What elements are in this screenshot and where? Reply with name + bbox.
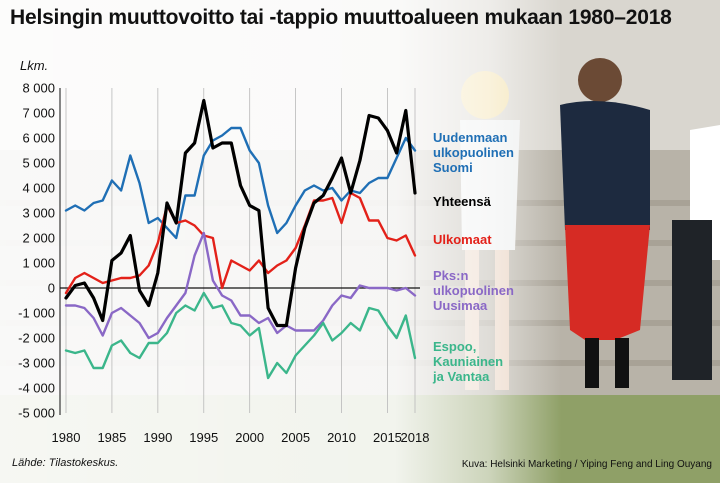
series-line-0 (64, 126, 417, 240)
x-tick-label: 1990 (143, 430, 172, 445)
y-tick-label: 6 000 (22, 131, 55, 146)
series-line-1 (64, 98, 417, 328)
series-label: Suomi (433, 160, 473, 175)
series-labels: UudenmaanulkopuolinenSuomiYhteensäUlkoma… (432, 130, 514, 384)
x-tick-label: 1985 (97, 430, 126, 445)
series-label: ja Vantaa (432, 369, 490, 384)
y-tick-label: 5 000 (22, 156, 55, 171)
y-tick-label: 4 000 (22, 181, 55, 196)
series-line-2 (64, 191, 417, 295)
photo-credit: Kuva: Helsinki Marketing / Yiping Feng a… (461, 459, 712, 470)
x-tick-label: 2018 (401, 430, 430, 445)
source-note: Lähde: Tilastokeskus. (12, 457, 119, 469)
x-tick-label: 1980 (52, 430, 81, 445)
y-tick-label: 1 000 (22, 256, 55, 271)
series-label: Pks:n (433, 268, 468, 283)
series-line-3 (64, 231, 417, 340)
x-tick-label: 2005 (281, 430, 310, 445)
series-label: Yhteensä (433, 194, 492, 209)
y-tick-label: 7 000 (22, 106, 55, 121)
y-tick-label: 3 000 (22, 206, 55, 221)
y-tick-label: -4 000 (18, 381, 55, 396)
y-tick-label: -5 000 (18, 406, 55, 421)
chart-title: Helsingin muuttovoitto tai -tappio muutt… (10, 6, 672, 29)
series-label: Kauniainen (433, 354, 503, 369)
series-label: Uusimaa (433, 298, 488, 313)
y-tick-label: 8 000 (22, 81, 55, 96)
x-tick-label: 1995 (189, 430, 218, 445)
x-tick-label: 2010 (327, 430, 356, 445)
series-label: ulkopuolinen (433, 145, 514, 160)
series-label: ulkopuolinen (433, 283, 514, 298)
x-tick-label: 2015 (373, 430, 402, 445)
y-tick-label: -2 000 (18, 331, 55, 346)
y-tick-label: -1 000 (18, 306, 55, 321)
series-line-4 (64, 291, 417, 380)
series-label: Ulkomaat (433, 232, 492, 247)
series-label: Espoo, (433, 339, 476, 354)
x-tick-label: 2000 (235, 430, 264, 445)
y-tick-label: 0 (48, 281, 55, 296)
y-axis-label: Lkm. (20, 58, 48, 73)
y-tick-label: 2 000 (22, 231, 55, 246)
y-tick-label: -3 000 (18, 356, 55, 371)
vertical-grid (65, 88, 416, 413)
y-tick-labels: 8 000 7 000 6 000 5 000 4 000 3 000 2 000 1 000… (18, 81, 55, 421)
series-label: Uudenmaan (433, 130, 507, 145)
series-lines (64, 98, 417, 380)
